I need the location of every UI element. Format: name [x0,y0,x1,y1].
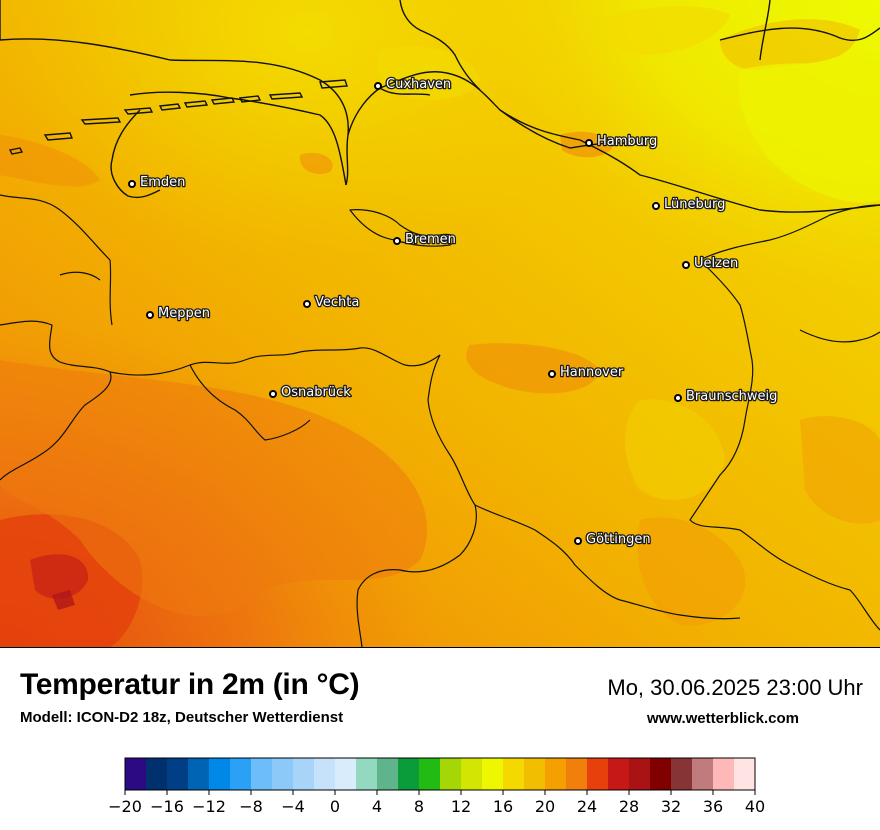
legend-swatch [650,758,672,790]
city-dot [548,370,556,378]
city-markers: Cuxhaven Hamburg Emden Lüneburg Bremen U… [128,76,779,548]
legend-swatch [314,758,336,790]
legend-swatch [272,758,294,790]
legend-swatch [146,758,168,790]
legend-tick-label: 4 [372,797,382,816]
legend-swatch [167,758,189,790]
legend-tick-label: −8 [239,797,263,816]
legend-swatch [293,758,315,790]
city-label: Vechta [315,295,359,310]
legend-swatch [692,758,714,790]
legend-swatch [566,758,588,790]
color-legend: −20 −16 −12 −8 −4 0 4 8 12 16 20 24 28 32 36 40 [0,752,880,822]
city-label: Hamburg [597,134,657,149]
city-label: Emden [140,175,185,190]
legend-swatch [398,758,420,790]
city-dot [146,311,154,319]
legend-tick-label: −12 [192,797,226,816]
city-label: Göttingen [586,532,651,547]
legend-swatch [356,758,378,790]
city-label: Braunschweig [686,389,777,404]
legend-swatch [251,758,273,790]
city-hannover: Hannover [548,364,625,381]
city-bremen: Bremen [393,231,457,248]
legend-swatch [188,758,210,790]
legend-swatch [419,758,441,790]
city-hamburg: Hamburg [585,133,659,150]
city-dot [674,394,682,402]
legend-tick-label: 28 [619,797,639,816]
legend-tick-label: 36 [703,797,723,816]
city-label: Uelzen [694,256,738,271]
coastline [0,0,880,213]
legend-swatch [482,758,504,790]
city-dot [585,139,593,147]
city-braunschweig: Braunschweig [674,388,779,405]
legend-swatch [629,758,651,790]
borders [0,194,880,647]
city-dot [374,82,382,90]
legend-frame [124,757,756,791]
legend-swatch [734,758,756,790]
city-dot [303,300,311,308]
legend-tick-label: 32 [661,797,681,816]
legend-ticks: −20 −16 −12 −8 −4 0 4 8 12 16 20 24 28 32 36 40 [108,790,765,816]
legend-swatch [125,758,147,790]
city-meppen: Meppen [146,305,211,322]
legend-swatch [335,758,357,790]
city-goettingen: Göttingen [574,531,652,548]
legend-tick-label: 24 [577,797,597,816]
model-info: Modell: ICON-D2 18z, Deutscher Wetterdie… [20,709,344,726]
city-uelzen: Uelzen [682,255,739,272]
legend-tick-label: 20 [535,797,555,816]
city-dot [574,537,582,545]
legend-swatch [461,758,483,790]
website-link[interactable]: www.wetterblick.com [647,710,799,727]
legend-swatch [377,758,399,790]
city-emden: Emden [128,174,187,191]
city-osnabrueck: Osnabrück [269,384,352,401]
legend-swatch [608,758,630,790]
legend-swatch [671,758,693,790]
legend-swatches [125,758,756,790]
legend-swatch [440,758,462,790]
city-label: Meppen [158,306,210,321]
islands [8,79,348,155]
legend-tick-label: 8 [414,797,424,816]
warm-patches [0,19,880,647]
legend-swatch [209,758,231,790]
legend-swatch [503,758,525,790]
city-label: Bremen [405,232,456,247]
city-dot [269,390,277,398]
cool-patches [376,5,880,500]
city-dot [652,202,660,210]
legend-tick-label: −16 [150,797,184,816]
legend-tick-label: 12 [451,797,471,816]
legend-tick-label: 0 [330,797,340,816]
city-label: Hannover [560,365,624,380]
city-dot [128,180,136,188]
legend-swatch [587,758,609,790]
forecast-datetime: Mo, 30.06.2025 23:00 Uhr [607,675,863,700]
legend-tick-label: −20 [108,797,142,816]
map-title: Temperatur in 2m (in °C) [20,668,360,701]
legend-tick-label: 16 [493,797,513,816]
city-label: Lüneburg [664,197,725,212]
city-label: Cuxhaven [386,77,451,92]
legend-swatch [230,758,252,790]
legend-swatch [524,758,546,790]
city-label: Osnabrück [281,385,351,400]
temperature-map: Cuxhaven Hamburg Emden Lüneburg Bremen U… [0,0,880,648]
city-dot [393,237,401,245]
legend-swatch [545,758,567,790]
city-dot [682,261,690,269]
city-lueneburg: Lüneburg [652,196,727,213]
legend-swatch [713,758,735,790]
legend-tick-label: 40 [745,797,765,816]
city-cuxhaven: Cuxhaven [374,76,452,93]
legend-tick-label: −4 [281,797,305,816]
city-vechta: Vechta [303,294,361,311]
